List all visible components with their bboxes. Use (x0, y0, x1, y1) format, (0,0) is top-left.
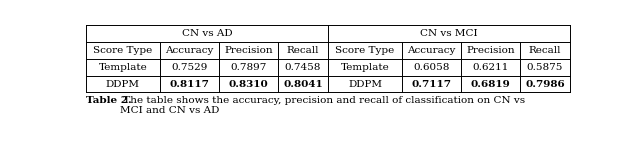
Text: 0.6058: 0.6058 (413, 63, 450, 72)
Text: Accuracy: Accuracy (407, 46, 456, 55)
Text: Template: Template (99, 63, 147, 72)
Text: 0.7897: 0.7897 (230, 63, 266, 72)
Text: CN vs AD: CN vs AD (182, 29, 232, 38)
Text: Table 2.: Table 2. (86, 96, 132, 105)
Text: 0.7986: 0.7986 (525, 80, 565, 88)
Text: Precision: Precision (466, 46, 515, 55)
Text: Accuracy: Accuracy (165, 46, 214, 55)
Text: 0.8117: 0.8117 (170, 80, 209, 88)
Text: CN vs MCI: CN vs MCI (420, 29, 478, 38)
Text: Recall: Recall (287, 46, 319, 55)
Text: 0.8310: 0.8310 (228, 80, 268, 88)
Text: The table shows the accuracy, precision and recall of classification on CN vs
MC: The table shows the accuracy, precision … (120, 96, 525, 115)
Text: 0.5875: 0.5875 (527, 63, 563, 72)
Text: DDPM: DDPM (106, 80, 140, 88)
Text: 0.7117: 0.7117 (412, 80, 451, 88)
Text: DDPM: DDPM (348, 80, 382, 88)
Text: 0.6819: 0.6819 (470, 80, 510, 88)
Text: 0.7529: 0.7529 (172, 63, 207, 72)
Text: 0.8041: 0.8041 (283, 80, 323, 88)
Text: Score Type: Score Type (93, 46, 152, 55)
Text: 0.7458: 0.7458 (285, 63, 321, 72)
Text: Score Type: Score Type (335, 46, 395, 55)
Text: Precision: Precision (224, 46, 273, 55)
Text: Template: Template (340, 63, 389, 72)
Text: 0.6211: 0.6211 (472, 63, 509, 72)
Text: Recall: Recall (529, 46, 561, 55)
